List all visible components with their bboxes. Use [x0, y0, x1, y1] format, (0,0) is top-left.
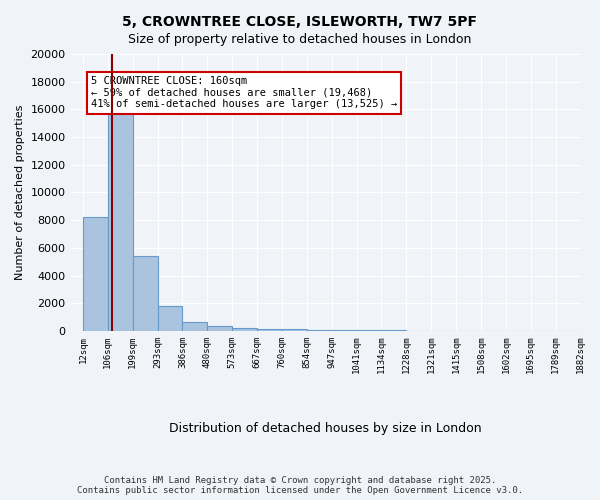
Bar [133, 256, 158, 331]
Text: 5 CROWNTREE CLOSE: 160sqm
← 59% of detached houses are smaller (19,468)
41% of s: 5 CROWNTREE CLOSE: 160sqm ← 59% of detac… [91, 76, 397, 110]
Bar [282, 329, 307, 331]
Bar [182, 322, 208, 331]
Bar [208, 326, 232, 331]
Text: 5, CROWNTREE CLOSE, ISLEWORTH, TW7 5PF: 5, CROWNTREE CLOSE, ISLEWORTH, TW7 5PF [122, 15, 478, 29]
Bar [257, 328, 282, 331]
Bar [307, 330, 332, 331]
Bar [83, 218, 108, 331]
Y-axis label: Number of detached properties: Number of detached properties [15, 105, 25, 280]
Bar [108, 100, 133, 331]
Bar [356, 330, 382, 331]
Text: Contains HM Land Registry data © Crown copyright and database right 2025.
Contai: Contains HM Land Registry data © Crown c… [77, 476, 523, 495]
X-axis label: Distribution of detached houses by size in London: Distribution of detached houses by size … [169, 422, 482, 435]
Bar [232, 328, 257, 331]
Bar [332, 330, 356, 331]
Text: Size of property relative to detached houses in London: Size of property relative to detached ho… [128, 32, 472, 46]
Bar [158, 306, 182, 331]
